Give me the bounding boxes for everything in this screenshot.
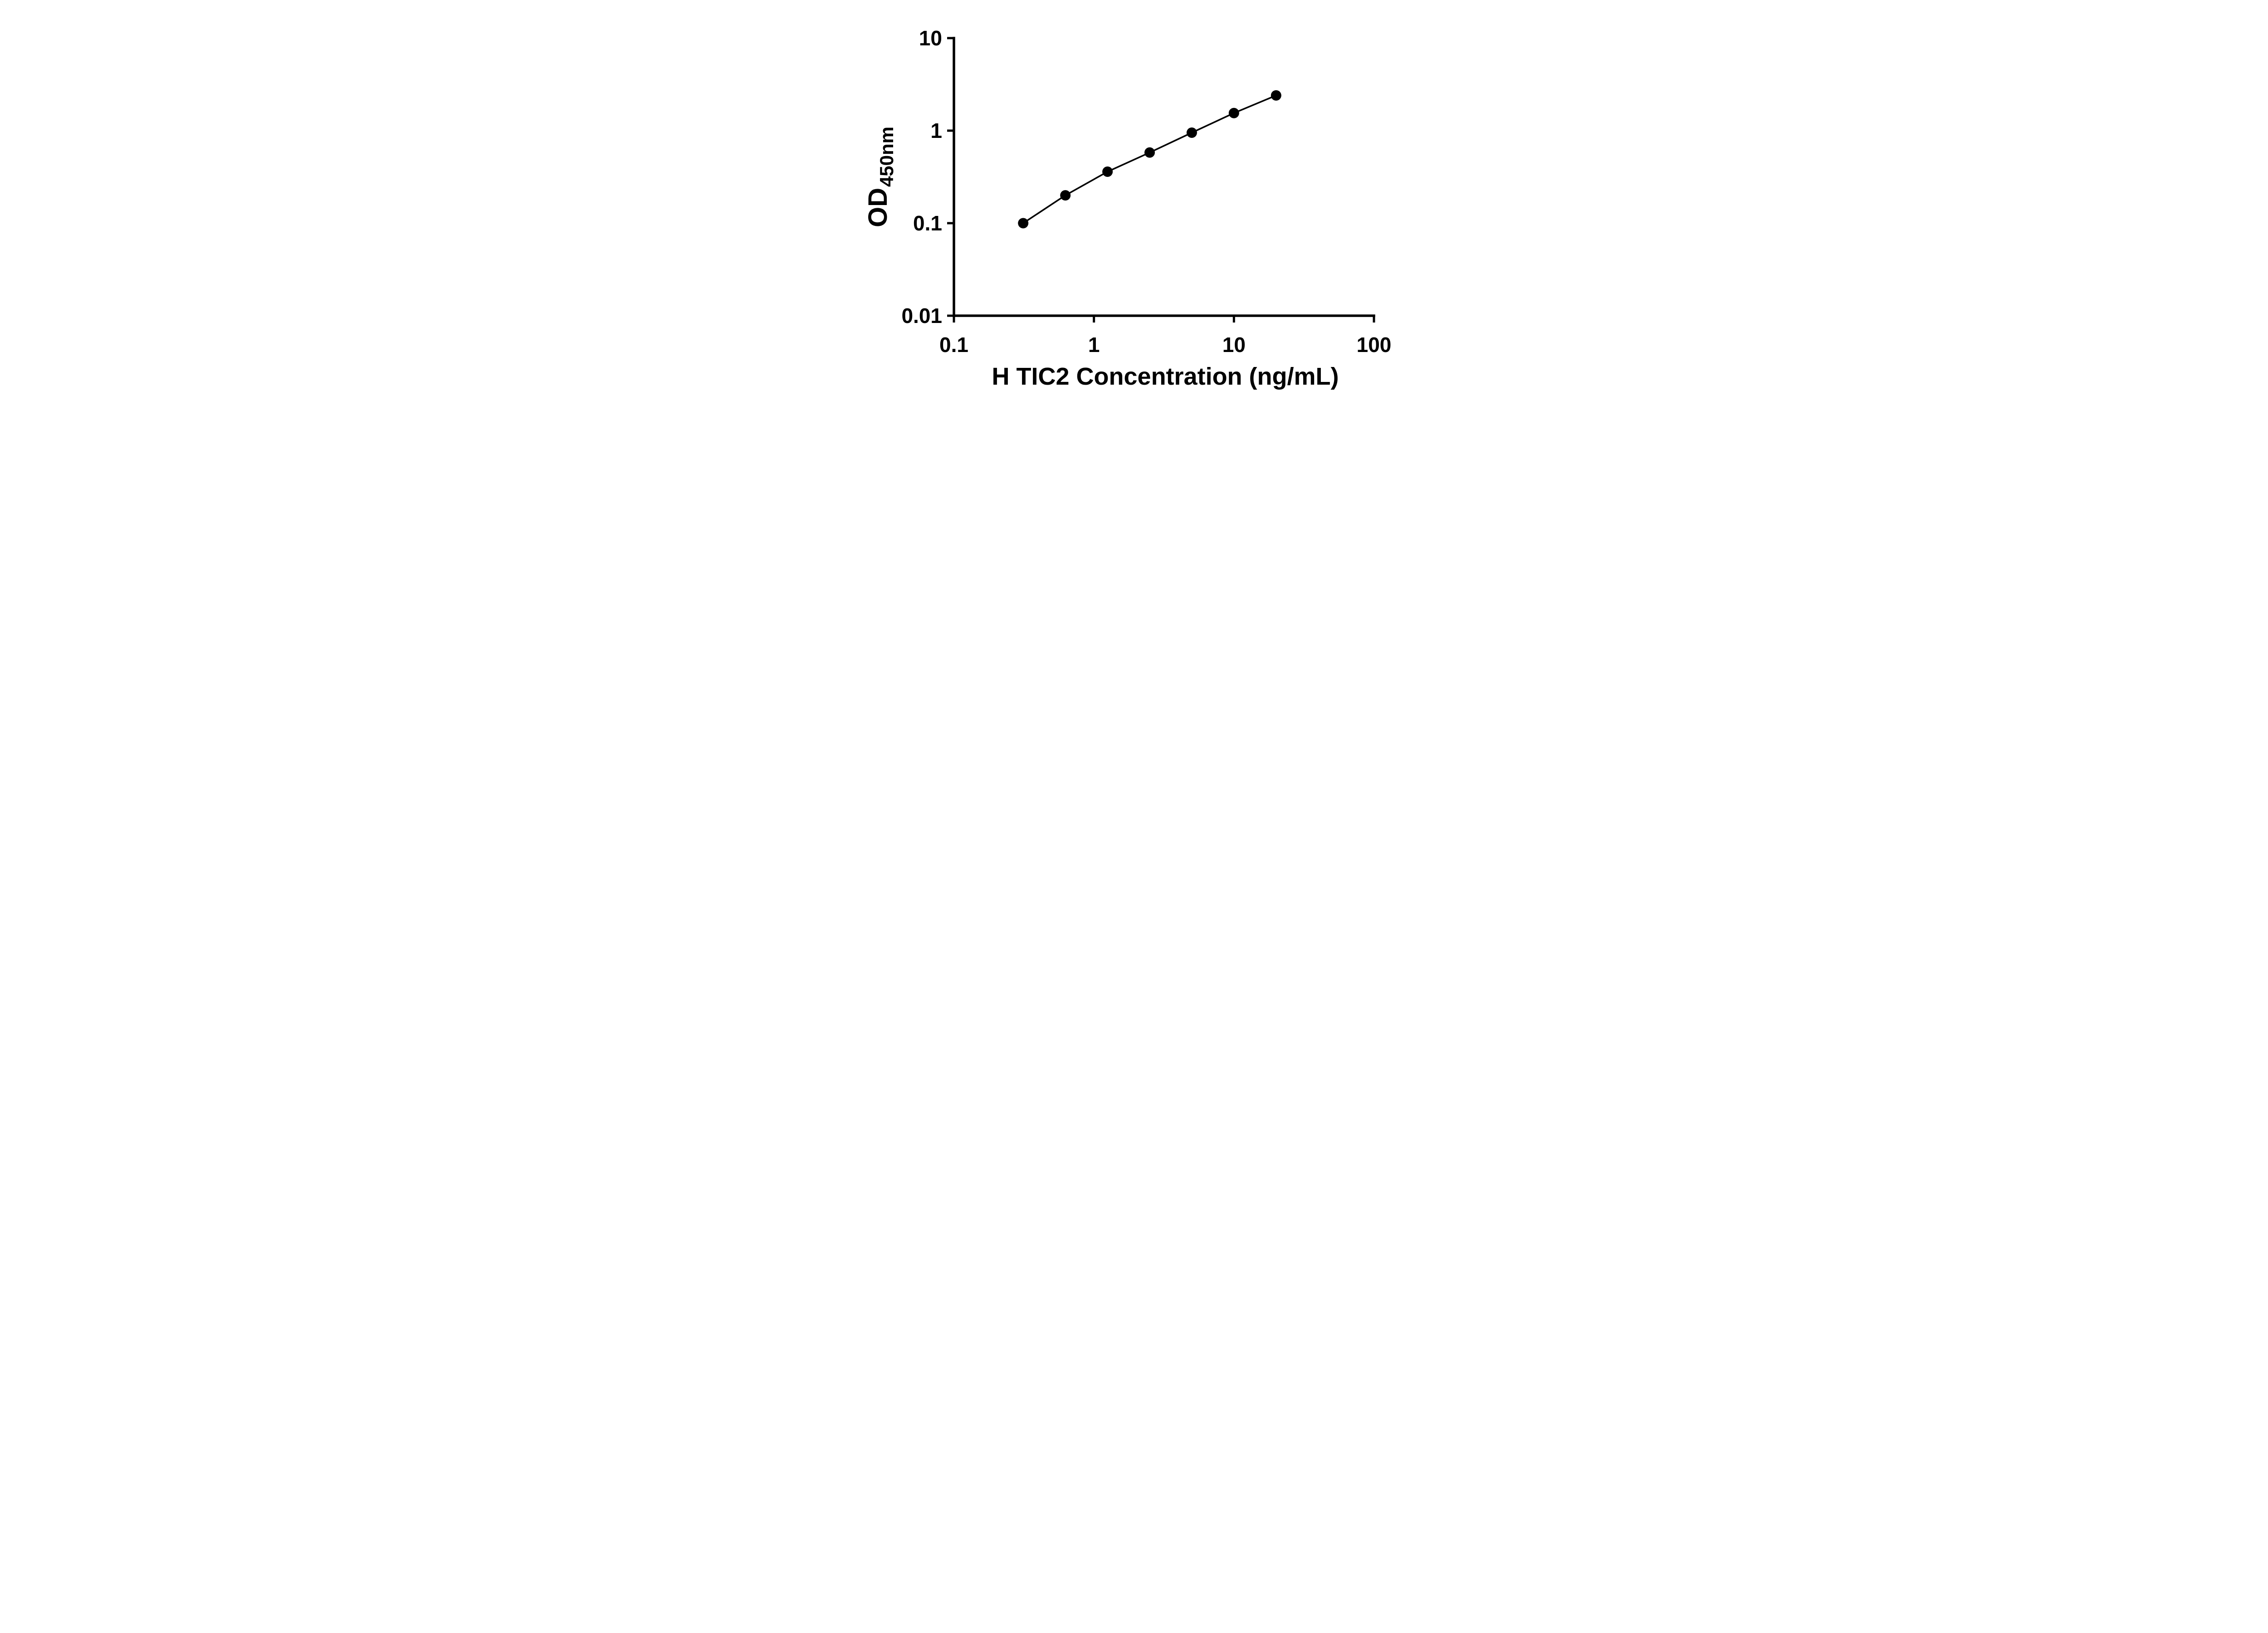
y-axis-title-main: OD	[863, 188, 893, 227]
x-axis-title: H TIC2 Concentration (ng/mL)	[992, 363, 1339, 390]
data-point-marker	[1102, 166, 1113, 177]
x-tick-label: 100	[1357, 333, 1392, 357]
y-tick-label: 1	[930, 119, 942, 142]
plot-area: 0.1 1 10 100 0.01 0.1 1 10	[901, 26, 1391, 357]
data-point-marker	[1271, 90, 1281, 101]
data-point-marker	[1186, 127, 1197, 138]
x-tick-label: 0.1	[939, 333, 968, 357]
x-tick-label: 1	[1088, 333, 1100, 357]
elisa-standard-curve-figure: 0.1 1 10 100 0.01 0.1 1 10 H TIC2 Concentration…	[842, 0, 1426, 408]
chart-canvas: 0.1 1 10 100 0.01 0.1 1 10 H TIC2 Concentration…	[863, 26, 1391, 390]
y-tick-label: 10	[919, 26, 942, 50]
x-tick-label: 10	[1222, 333, 1246, 357]
data-point-marker	[1060, 190, 1071, 201]
data-point-marker	[1144, 147, 1155, 158]
y-axis-title-subscript: 450nm	[876, 127, 897, 187]
y-tick-label: 0.1	[913, 211, 942, 235]
data-point-marker	[1018, 218, 1029, 229]
y-tick-label: 0.01	[901, 304, 942, 328]
data-point-marker	[1228, 108, 1239, 118]
y-axis-title: OD450nm	[863, 127, 897, 227]
